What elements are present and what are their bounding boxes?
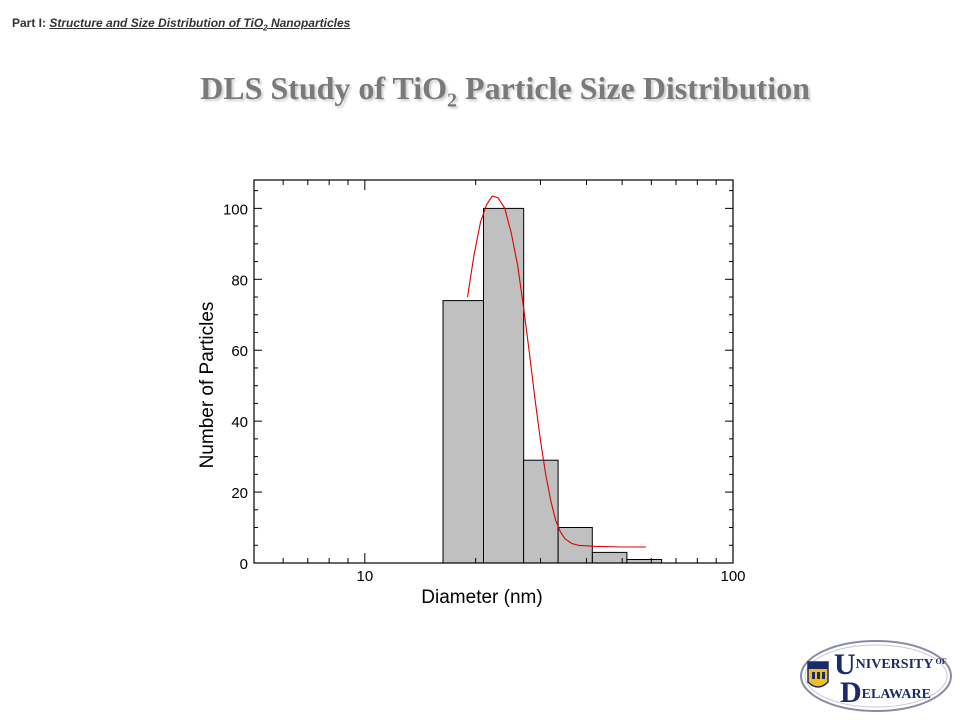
university-of-delaware-logo: UNIVERSITY OF DELAWARE (800, 640, 952, 712)
slide-title-main: DLS Study of TiO (200, 70, 448, 106)
x-tick-label: 10 (356, 568, 373, 585)
slide-title-subscript: 2 (447, 89, 458, 112)
section-header: Part I: Structure and Size Distribution … (12, 16, 350, 32)
plot-frame (253, 179, 734, 564)
slide-title: DLS Study of TiO2 Particle Size Distribu… (0, 70, 960, 112)
slide-title-tail: Particle Size Distribution (457, 70, 810, 106)
y-tick-label: 60 (231, 343, 248, 360)
y-tick-label: 100 (223, 201, 248, 218)
logo-initial-u: U (834, 648, 856, 681)
crest-icon (807, 661, 829, 688)
section-subtitle-link[interactable]: Structure and Size Distribution of TiO2 … (49, 16, 351, 33)
histogram-bar-2 (483, 207, 525, 564)
y-tick-label: 40 (231, 414, 248, 431)
logo-initial-d: D (840, 676, 862, 709)
x-tick-label: 100 (720, 568, 745, 585)
section-subtitle-tail: Nanoparticles (267, 16, 351, 30)
histogram-bar-4 (557, 527, 593, 564)
section-prefix: Part I: (12, 16, 47, 30)
logo-word-of: OF (935, 657, 946, 666)
x-axis-label: Diameter (nm) (421, 587, 542, 608)
logo-word-delaware: ELAWARE (862, 687, 931, 702)
logo-word-university: NIVERSITY (856, 657, 934, 672)
section-subtitle-main: Structure and Size Distribution of TiO (49, 16, 264, 30)
y-tick-label: 0 (240, 556, 248, 573)
section-subtitle-subscript: 2 (263, 23, 268, 33)
y-tick-label: 20 (231, 485, 248, 502)
y-axis-label: Number of Particles (197, 302, 218, 469)
svg-text:DELAWARE: DELAWARE (840, 676, 931, 709)
fit-curve (466, 195, 646, 548)
histogram-bar-3 (523, 459, 559, 564)
histogram-bar-1 (442, 300, 484, 564)
y-tick-label: 80 (231, 272, 248, 289)
